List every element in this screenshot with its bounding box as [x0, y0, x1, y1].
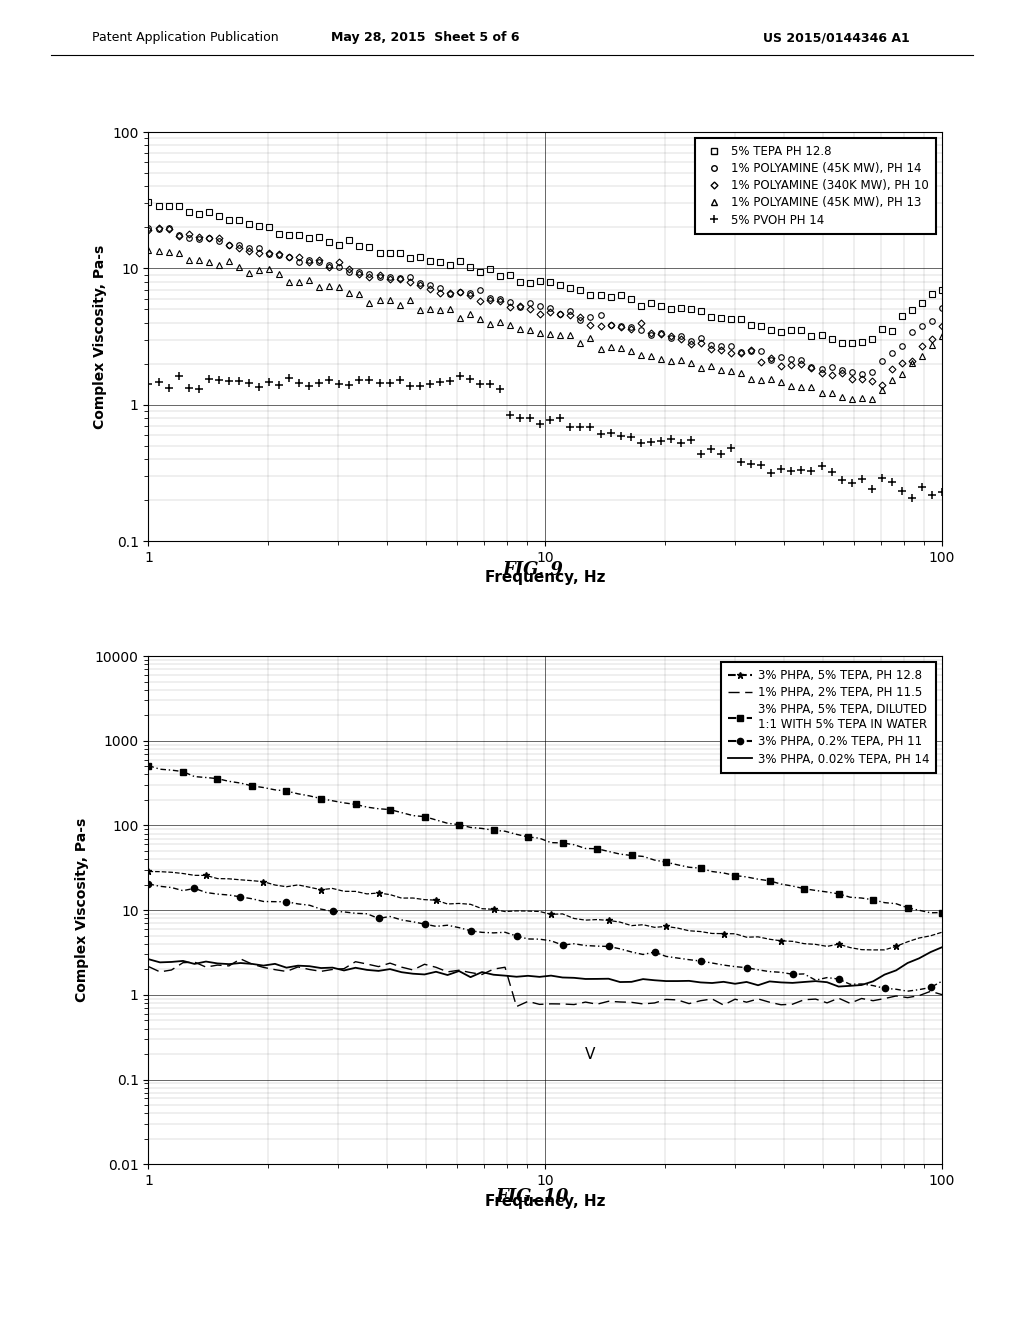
- Text: V: V: [586, 1047, 596, 1061]
- Y-axis label: Complex Viscosity, Pa-s: Complex Viscosity, Pa-s: [93, 244, 106, 429]
- Text: FIG. 9: FIG. 9: [502, 561, 563, 579]
- Legend: 5% TEPA PH 12.8, 1% POLYAMINE (45K MW), PH 14, 1% POLYAMINE (340K MW), PH 10, 1%: 5% TEPA PH 12.8, 1% POLYAMINE (45K MW), …: [694, 137, 936, 234]
- Text: Patent Application Publication: Patent Application Publication: [92, 30, 279, 44]
- Text: May 28, 2015  Sheet 5 of 6: May 28, 2015 Sheet 5 of 6: [331, 30, 519, 44]
- Legend: 3% PHPA, 5% TEPA, PH 12.8, 1% PHPA, 2% TEPA, PH 11.5, 3% PHPA, 5% TEPA, DILUTED
: 3% PHPA, 5% TEPA, PH 12.8, 1% PHPA, 2% T…: [721, 661, 936, 772]
- X-axis label: Frequency, Hz: Frequency, Hz: [485, 570, 605, 586]
- Text: FIG. 10: FIG. 10: [496, 1188, 569, 1206]
- Y-axis label: Complex Viscosity, Pa-s: Complex Viscosity, Pa-s: [76, 818, 89, 1002]
- X-axis label: Frequency, Hz: Frequency, Hz: [485, 1193, 605, 1209]
- Text: US 2015/0144346 A1: US 2015/0144346 A1: [763, 30, 909, 44]
